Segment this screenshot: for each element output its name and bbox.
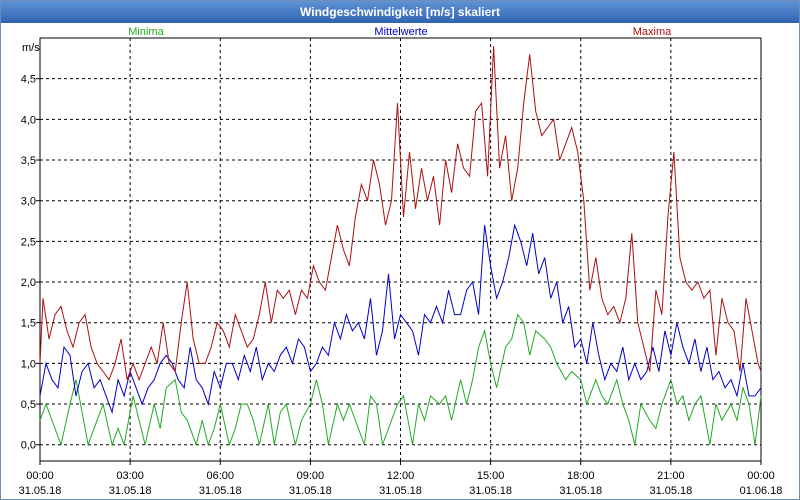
legend-entry-mittelwerte: Mittelwerte [374, 26, 427, 38]
legend-entry-minima: Minima [128, 26, 164, 38]
grid [40, 38, 761, 461]
y-tick-label-4: 2,0 [21, 277, 36, 289]
y-tick-label-7: 3,5 [21, 155, 36, 167]
series-line-maxima [39, 46, 762, 382]
x-tick-time-6: 18:00 [567, 470, 595, 482]
y-tick-label-2: 1,0 [21, 358, 36, 370]
y-tick-label-0: 0,0 [21, 440, 36, 452]
y-tick-label-9: 4,5 [21, 74, 36, 86]
legend-entry-maxima: Maxima [633, 26, 672, 38]
legend: Minima Mittelwerte Maxima [128, 26, 672, 38]
x-tick-date-5: 31.05.18 [469, 485, 512, 497]
y-tick-label-6: 3,0 [21, 196, 36, 208]
y-axis-ticks: 0,0 0,5 1,0 1,5 2,0 2,5 3,0 3,5 4,0 4,5 [21, 74, 40, 452]
window-title: Windgeschwindigkeit [m/s] skaliert [1, 1, 799, 23]
y-axis-label: m/s [22, 42, 40, 54]
x-tick-time-2: 06:00 [206, 470, 234, 482]
x-tick-time-0: 00:00 [26, 470, 54, 482]
x-tick-time-8: 00:00 [747, 470, 775, 482]
series-line-mittelwerte [39, 223, 762, 415]
y-tick-label-1: 0,5 [21, 399, 36, 411]
x-tick-time-4: 12:00 [387, 470, 415, 482]
x-tick-date-7: 31.05.18 [649, 485, 692, 497]
y-tick-label-8: 4,0 [21, 114, 36, 126]
x-tick-date-3: 31.05.18 [289, 485, 332, 497]
x-tick-date-4: 31.05.18 [379, 485, 422, 497]
series-lines [39, 46, 762, 447]
series-line-minima [39, 313, 762, 447]
y-tick-label-5: 2,5 [21, 236, 36, 248]
x-tick-time-3: 09:00 [297, 470, 325, 482]
x-tick-time-5: 15:00 [477, 470, 505, 482]
x-tick-date-6: 31.05.18 [559, 485, 602, 497]
y-tick-label-3: 1,5 [21, 318, 36, 330]
x-tick-date-2: 31.05.18 [199, 485, 242, 497]
x-tick-date-1: 31.05.18 [109, 485, 152, 497]
x-tick-date-0: 31.05.18 [19, 485, 62, 497]
x-tick-date-8: 01.06.18 [740, 485, 783, 497]
x-axis-ticks: 00:00 31.05.18 03:00 31.05.18 06:00 31.05.18 0… [19, 461, 783, 497]
x-tick-time-1: 03:00 [116, 470, 144, 482]
x-tick-time-7: 21:00 [657, 470, 685, 482]
